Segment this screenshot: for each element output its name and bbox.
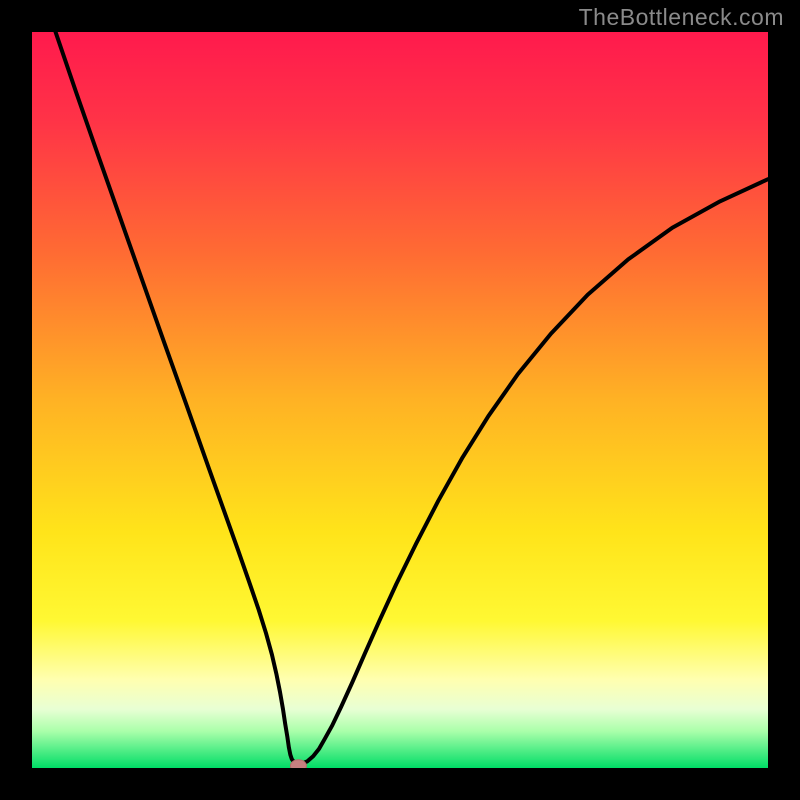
- gradient-background: [32, 32, 768, 768]
- watermark-text: TheBottleneck.com: [579, 4, 784, 31]
- plot-area: [32, 32, 768, 768]
- chart-svg: [32, 32, 768, 768]
- minimum-marker: [290, 760, 306, 768]
